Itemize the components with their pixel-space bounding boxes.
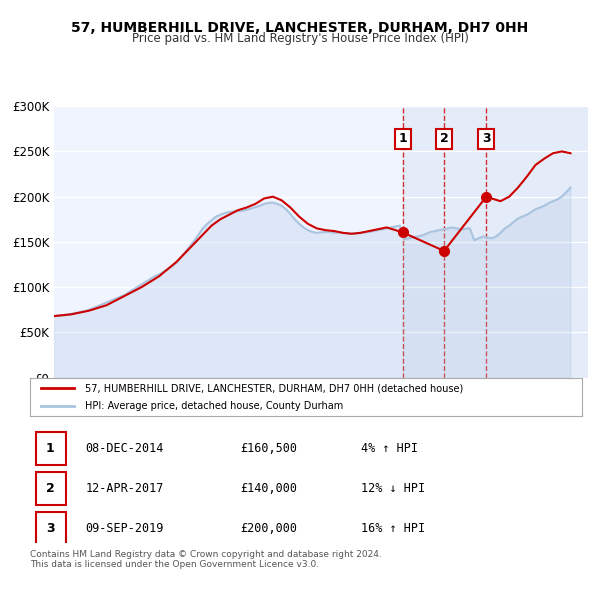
Text: 2: 2 [46,482,55,495]
FancyBboxPatch shape [35,472,66,505]
Text: 57, HUMBERHILL DRIVE, LANCHESTER, DURHAM, DH7 0HH (detached house): 57, HUMBERHILL DRIVE, LANCHESTER, DURHAM… [85,384,463,394]
Text: 3: 3 [482,132,491,145]
Text: 2: 2 [440,132,448,145]
Text: 09-SEP-2019: 09-SEP-2019 [85,522,164,535]
Text: Price paid vs. HM Land Registry's House Price Index (HPI): Price paid vs. HM Land Registry's House … [131,32,469,45]
Bar [403,106,588,378]
Text: 12% ↓ HPI: 12% ↓ HPI [361,482,425,495]
Text: 12-APR-2017: 12-APR-2017 [85,482,164,495]
Text: 4% ↑ HPI: 4% ↑ HPI [361,442,418,455]
Text: 16% ↑ HPI: 16% ↑ HPI [361,522,425,535]
Text: £140,000: £140,000 [240,482,297,495]
Text: 3: 3 [46,522,55,535]
Text: £160,500: £160,500 [240,442,297,455]
FancyBboxPatch shape [35,512,66,545]
Text: 08-DEC-2014: 08-DEC-2014 [85,442,164,455]
Text: £200,000: £200,000 [240,522,297,535]
Text: HPI: Average price, detached house, County Durham: HPI: Average price, detached house, Coun… [85,401,343,411]
Text: Contains HM Land Registry data © Crown copyright and database right 2024.
This d: Contains HM Land Registry data © Crown c… [30,550,382,569]
Text: 1: 1 [398,132,407,145]
Text: 57, HUMBERHILL DRIVE, LANCHESTER, DURHAM, DH7 0HH: 57, HUMBERHILL DRIVE, LANCHESTER, DURHAM… [71,21,529,35]
Text: 1: 1 [46,442,55,455]
FancyBboxPatch shape [35,432,66,465]
